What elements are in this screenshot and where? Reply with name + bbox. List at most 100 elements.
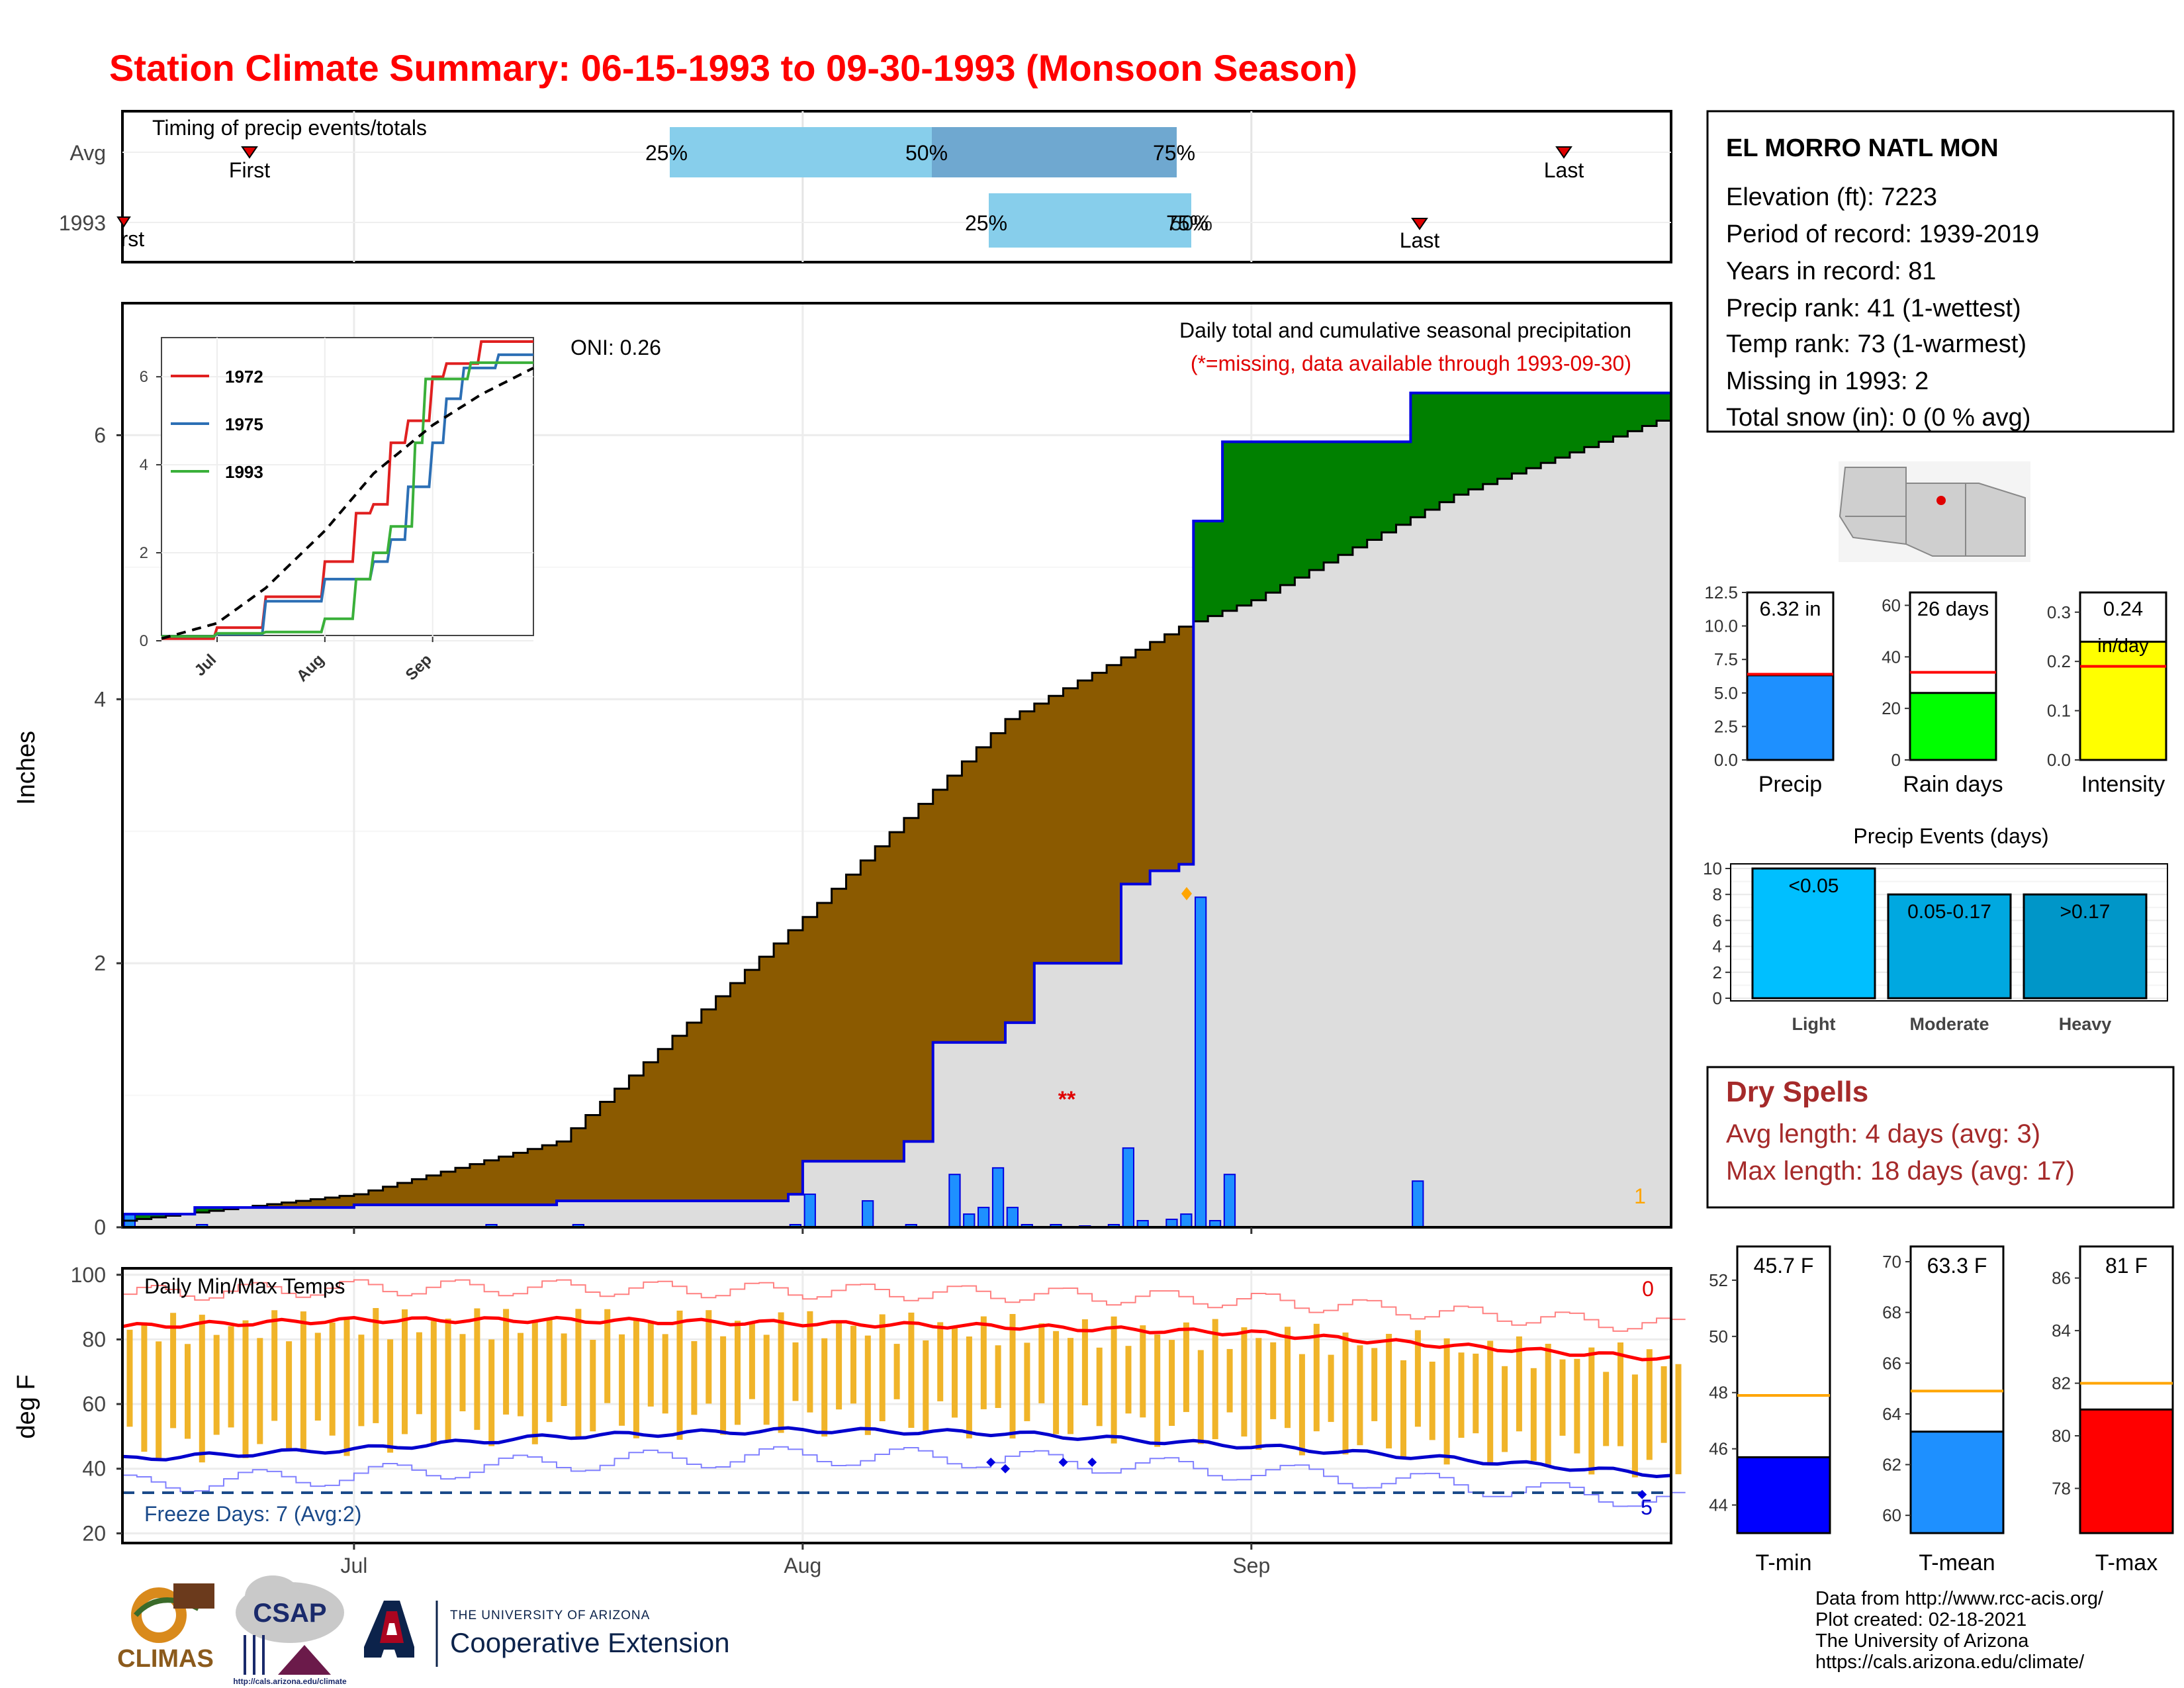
temp-summary-charts: 44 46 48 50 52 45.7 F T-min 60 62 64 66 68 70 63.3 F T…: [1709, 1245, 2174, 1575]
daily-temp-bar: [1545, 1344, 1551, 1466]
events-bar: [2023, 893, 2148, 1000]
daily-temp-bar: [807, 1311, 813, 1413]
station-period: Period of record: 1939-2019: [1726, 220, 2039, 248]
daily-temp-bar: [156, 1341, 162, 1460]
daily-precip-bar: [963, 1213, 976, 1228]
inset-legend-label: 1972: [225, 367, 263, 387]
daily-temp-bar: [952, 1328, 958, 1418]
daily-temp-bar: [242, 1320, 249, 1458]
daily-precip-bar: [991, 1167, 1005, 1229]
daily-temp-bar: [763, 1335, 770, 1425]
daily-temp-bar: [647, 1321, 654, 1407]
station-precip-rank: Precip rank: 41 (1-wettest): [1726, 295, 2021, 322]
temp-summary-label-tmax: T-max: [2095, 1550, 2158, 1575]
summary-bar-intensity: [2079, 640, 2167, 761]
daily-temp-bar: [792, 1342, 799, 1401]
below-average-area: [238, 626, 1194, 1208]
temp-summary-ytick-label: 80: [2052, 1426, 2071, 1446]
daily-temp-bar: [228, 1326, 234, 1428]
daily-temp-bar: [185, 1344, 191, 1439]
daily-temp-bar: [749, 1323, 755, 1399]
summary-ytick-label: 0.1: [2047, 701, 2071, 721]
events-bar: [1887, 893, 2012, 1000]
footer-credits: Data from http://www.rcc-acis.org/ Plot …: [1815, 1588, 2104, 1673]
daily-temp-bar: [213, 1335, 220, 1435]
avg-first-marker: [241, 146, 258, 159]
daily-temp-bar: [1169, 1340, 1175, 1426]
events-bar-label: <0.05: [1789, 875, 1839, 897]
footer-line-4: https://cals.arizona.edu/climate/: [1815, 1652, 2085, 1673]
daily-temp-bar: [1285, 1327, 1291, 1429]
temp-ytick-label: 40: [82, 1457, 106, 1481]
temp-summary-ytick-label: 62: [1882, 1455, 1901, 1475]
daily-precip-bar: [803, 1194, 816, 1228]
1993-last-marker: [1411, 218, 1428, 230]
main-ytick-label: 2: [94, 951, 106, 975]
daily-precip-bar: [948, 1174, 961, 1228]
location-map: [1839, 461, 2030, 562]
daily-temp-bar: [1154, 1335, 1161, 1447]
events-ytick-label: 10: [1703, 859, 1722, 878]
daily-precip-bar: [1412, 1180, 1424, 1228]
timing-title: Timing of precip events/totals: [152, 116, 427, 140]
temp-summary-ytick-label: 82: [2052, 1374, 2071, 1393]
temp-count-bottom: 5: [1641, 1495, 1653, 1519]
daily-precip-bar: [1195, 896, 1207, 1229]
dry-spells-title: Dry Spells: [1726, 1076, 1868, 1108]
station-missing: Missing in 1993: 2: [1726, 367, 1929, 395]
daily-temp-bar: [923, 1340, 929, 1432]
temp-count-top: 0: [1642, 1277, 1654, 1301]
daily-temp-bar: [1646, 1349, 1653, 1460]
daily-temp-bar: [1603, 1372, 1610, 1446]
timing-avg-first: First: [229, 158, 270, 182]
events-ytick-label: 0: [1713, 988, 1722, 1008]
daily-temp-bar: [662, 1334, 668, 1414]
summary-ytick-label: 5.0: [1714, 683, 1738, 703]
events-bar: [1751, 867, 1876, 1000]
summary-ytick-label: 40: [1882, 647, 1901, 667]
daily-temp-bar: [676, 1310, 683, 1440]
summary-bar-precip: [1746, 674, 1835, 761]
daily-temp-bar: [1068, 1338, 1073, 1434]
timing-avg-q25: 25%: [645, 141, 688, 165]
temp-ytick-label: 80: [82, 1327, 106, 1351]
record-tmax-line: [122, 1279, 1686, 1332]
daily-temp-bar: [908, 1312, 915, 1428]
daily-temp-bar: [1270, 1342, 1277, 1419]
temp-summary-ytick-label: 52: [1709, 1270, 1728, 1290]
daily-temp-bar: [1559, 1359, 1566, 1436]
daily-temp-bar: [1588, 1347, 1595, 1475]
temp-summary-bar-tmax: [2079, 1408, 2174, 1534]
station-years: Years in record: 81: [1726, 258, 1936, 285]
station-temp-rank: Temp rank: 73 (1-warmest): [1726, 330, 2026, 358]
main-ytick-label: 4: [94, 687, 106, 711]
daily-temp-bar: [358, 1335, 365, 1427]
daily-temp-bar: [1197, 1350, 1204, 1444]
summary-ytick-label: 20: [1882, 698, 1901, 718]
daily-temp-bar: [1661, 1366, 1667, 1443]
daily-temp-bar: [1487, 1340, 1494, 1466]
summary-value-precip: 6.32 in: [1759, 597, 1821, 620]
temp-summary-ytick-label: 86: [2052, 1268, 2071, 1288]
daily-temp-bar: [1038, 1323, 1045, 1403]
avg-cumulative-area: [122, 415, 1671, 1227]
temp-summary-ytick-label: 46: [1709, 1439, 1728, 1459]
daily-temp-bar: [720, 1336, 727, 1435]
daily-temp-bar: [879, 1314, 886, 1421]
summary-ytick-label: 0.0: [1714, 750, 1738, 770]
daily-temp-bar: [1298, 1354, 1305, 1456]
temp-summary-bar-tmin: [1736, 1456, 1831, 1534]
daily-temp-bar: [1429, 1362, 1435, 1440]
events-bar-label: 0.05-0.17: [1907, 901, 1991, 923]
station-elevation: Elevation (ft): 7223: [1726, 183, 1937, 211]
summary-unit-intensity: in/day: [2097, 635, 2149, 657]
footer-line-3: The University of Arizona: [1815, 1630, 2029, 1652]
inset-series-line: [161, 361, 533, 638]
csap-logo-url: http://cals.arizona.edu/climate: [233, 1677, 347, 1686]
temp-xtick-label: Jul: [340, 1554, 367, 1577]
csap-logo-text: CSAP: [253, 1599, 326, 1628]
summary-ytick-label: 0.3: [2047, 602, 2071, 622]
temp-summary-ytick-label: 68: [1882, 1303, 1901, 1323]
daily-temp-bar: [1414, 1330, 1421, 1427]
inset-ytick-label: 4: [140, 456, 148, 474]
